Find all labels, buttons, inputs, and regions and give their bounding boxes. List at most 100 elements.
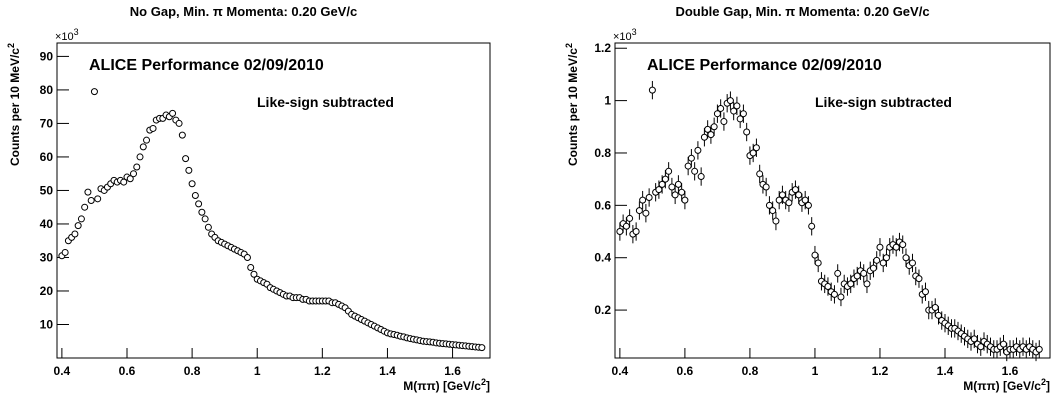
data-point [681,196,689,204]
data-point [678,188,686,196]
data-point [720,118,728,126]
data-point [247,264,255,272]
data-point [863,280,871,288]
data-point [120,178,128,186]
data-point [837,293,845,301]
data-point [622,222,630,230]
data-point [860,269,868,277]
data-point [902,254,910,262]
y-tick-label: 30 [40,250,54,264]
data-point [250,270,258,278]
data-point [808,222,816,230]
data-point [762,183,770,191]
data-point [77,215,85,223]
y-axis-label-text: Counts per 10 MeV/c [8,48,22,166]
data-point [795,191,803,199]
x-axis-label: M(ππ) [GeV/c2] [963,377,1050,393]
data-point [752,144,760,152]
data-point [143,136,151,144]
data-point [834,269,842,277]
x-tick-label: 1.4 [379,364,396,378]
annotation: ALICE Performance 02/09/2010 [647,57,882,74]
data-point [175,119,183,127]
data-point [632,228,640,236]
data-point [697,173,705,181]
multiplier-exp: 3 [632,27,637,37]
data-point [191,191,199,199]
y-tick-label: 1 [604,94,611,108]
data-point [130,170,138,178]
y-axis-label-text: Counts per 10 MeV/c [566,48,580,166]
y-tick-label: 70 [40,116,54,130]
data-point [772,217,780,225]
data-point [899,241,907,249]
data-point [1035,345,1043,353]
data-point [908,259,916,267]
annotation: ALICE Performance 02/09/2010 [89,57,324,74]
x-tick-label: 1 [254,364,261,378]
data-point [882,254,890,262]
data-point [1000,340,1008,348]
data-point [707,131,715,139]
data-point [873,256,881,264]
data-point [616,228,624,236]
data-point [931,303,939,311]
y-tick-label: 0.2 [594,303,611,317]
data-point [639,196,647,204]
data-point [876,243,884,251]
x-axis-label-end: ] [1046,379,1050,393]
multiplier-base: ×10 [613,31,632,43]
data-point [642,209,650,217]
data-point [645,193,653,201]
data-point [756,170,764,178]
y-axis-label: Counts per 10 MeV/c2 [6,43,22,166]
x-axis-label-sup: 2 [1041,377,1046,387]
data-point [814,259,822,267]
y-tick-label: 20 [40,284,54,298]
chart-title: No Gap, Min. π Momenta: 0.20 GeV/c [130,4,357,19]
data-point [726,97,734,105]
data-point [691,167,699,175]
x-tick-label: 1.6 [1002,364,1019,378]
y-tick-label: 0.8 [594,146,611,160]
data-point [195,200,203,208]
multiplier: ×103 [55,27,79,43]
x-tick-label: 1.2 [872,364,889,378]
data-point [90,88,98,96]
data-point [94,195,102,203]
data-point [136,153,144,161]
data-point [204,223,212,231]
data-point [674,180,682,188]
plot-frame [614,42,1051,359]
data-point [149,124,157,132]
x-axis-label-end: ] [486,379,490,393]
y-tick-label: 50 [40,183,54,197]
data-point [81,203,89,211]
data-point [188,180,196,188]
data-point [717,104,725,112]
multiplier: ×103 [613,27,637,43]
data-point [126,175,134,183]
data-point [785,199,793,207]
x-tick-label: 1.2 [314,364,331,378]
data-point [694,146,702,154]
y-tick-label: 60 [40,150,54,164]
data-point [769,207,777,215]
data-point [198,208,206,216]
data-point [743,128,751,136]
x-tick-label: 0.4 [612,364,629,378]
data-point [668,183,676,191]
x-tick-label: 0.8 [742,364,759,378]
data-point [671,191,679,199]
x-tick-label: 1 [812,364,819,378]
data-point [739,110,747,118]
data-point [661,175,669,183]
data-point [626,214,634,222]
data-point [133,163,141,171]
x-axis-label: M(ππ) [GeV/c2] [403,377,490,393]
data-point [182,155,190,163]
y-axis-label-sup: 2 [6,43,16,48]
data-point [87,197,95,204]
x-tick-label: 1.6 [444,364,461,378]
